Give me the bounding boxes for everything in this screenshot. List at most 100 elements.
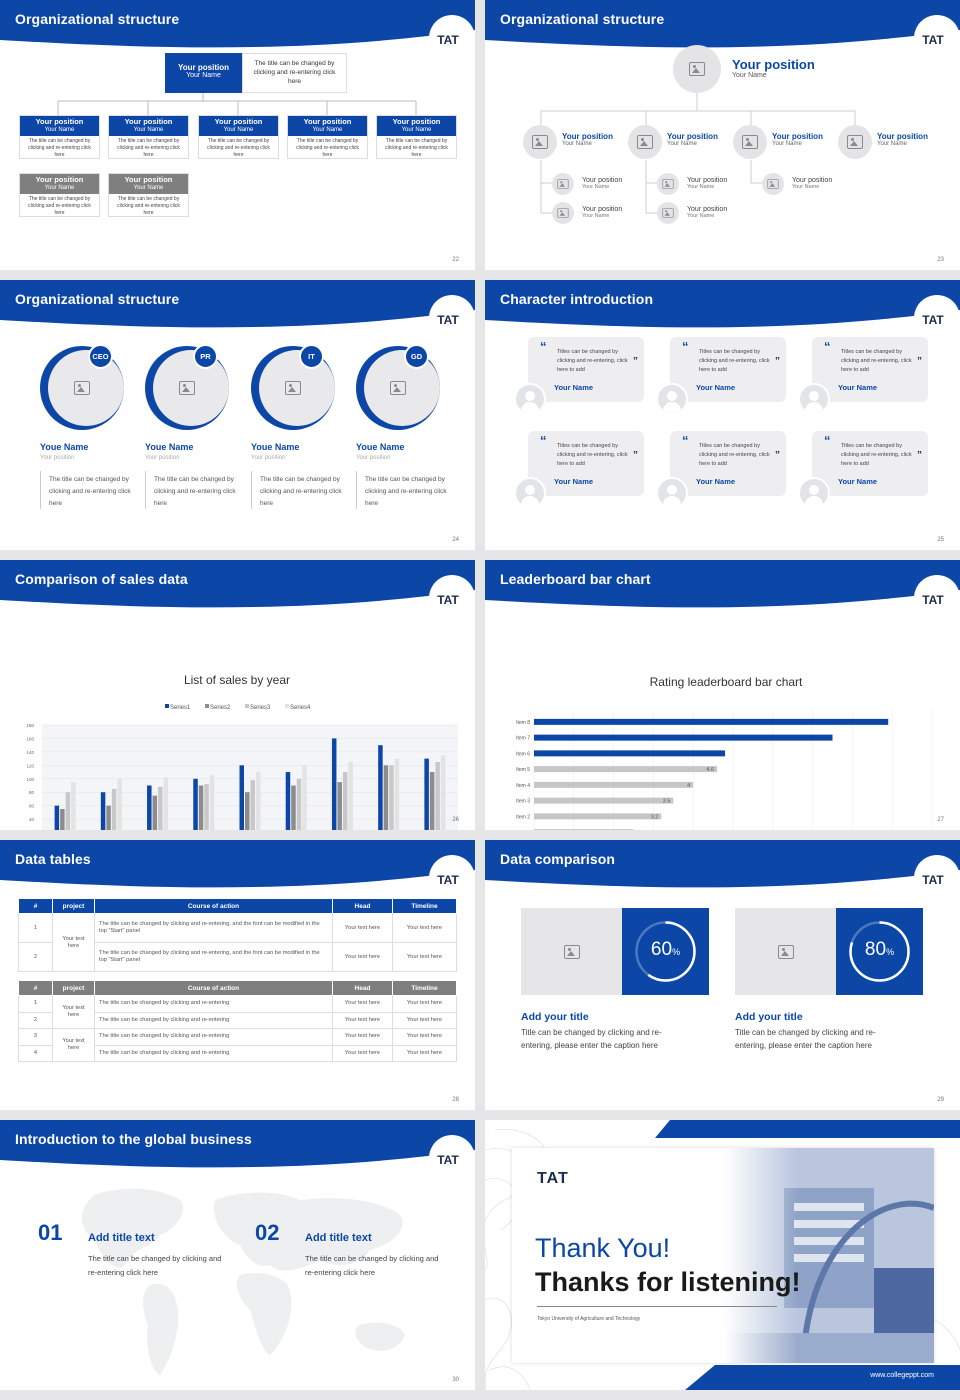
- progress-ring: [849, 921, 910, 982]
- slide-27[interactable]: Leaderboard bar chart TAT Rating leaderb…: [485, 560, 960, 830]
- slide-28[interactable]: Data tables TAT # project Course of action…: [0, 840, 475, 1110]
- bar: [389, 765, 394, 830]
- bar: [158, 786, 163, 830]
- org-member-box[interactable]: Your position Your Name The title can be c…: [198, 115, 279, 159]
- photo-placeholder[interactable]: [177, 378, 197, 398]
- image-placeholder[interactable]: [521, 908, 622, 995]
- quote-close-icon: ”: [917, 356, 922, 367]
- head-cell: Your text here: [332, 995, 393, 1013]
- top-avatar-placeholder[interactable]: [673, 45, 721, 93]
- quote-text: Titles can be changed by clicking and re…: [557, 349, 628, 373]
- avatar-placeholder[interactable]: [628, 125, 662, 159]
- quote-card[interactable]: “ Titles can be changed by clicking and r…: [812, 431, 928, 496]
- head-cell: Your text here: [332, 942, 393, 972]
- position-label: Your position: [562, 132, 613, 141]
- image-placeholder[interactable]: [735, 908, 836, 995]
- column-header: Course of action: [94, 898, 333, 914]
- person-description: The title can be changed by clicking and…: [260, 476, 342, 507]
- slide-30[interactable]: Introduction to the global business TAT …: [0, 1120, 475, 1390]
- person-description: The title can be changed by clicking and…: [365, 476, 447, 507]
- bar: [302, 765, 307, 830]
- table-row: 3 Your text here The title can be changed …: [18, 1028, 457, 1062]
- name-label: Your Name: [667, 141, 697, 147]
- person-position: Your position: [40, 455, 75, 461]
- org-member-box[interactable]: Your position Your Name The title can be c…: [19, 173, 100, 217]
- image-icon: [557, 208, 569, 218]
- org-member-box[interactable]: Your position Your Name The title can be c…: [108, 115, 189, 159]
- item-description: Title can be changed by clicking and re-…: [521, 1028, 662, 1050]
- user-icon-body: [805, 496, 823, 507]
- position-label: Your position: [392, 117, 441, 126]
- avatar-placeholder[interactable]: [733, 125, 767, 159]
- head-cell: Your text here: [332, 913, 393, 943]
- member-info: Your position Your Name: [687, 177, 727, 190]
- org-member-box[interactable]: Your position Your Name The title can be c…: [19, 115, 100, 159]
- slide-title: Data comparison: [500, 851, 616, 867]
- page-number: 23: [937, 257, 944, 263]
- name-label: Your Name: [133, 127, 164, 133]
- photo-placeholder[interactable]: [72, 378, 92, 398]
- org-member-desc: The title can be changed by clicking and…: [385, 138, 448, 158]
- project-cell: Your text here: [52, 995, 95, 1029]
- bar: [534, 829, 634, 830]
- slide-title: Organizational structure: [15, 11, 180, 27]
- org-top-box[interactable]: Your position Your Name: [165, 53, 242, 93]
- row-number: 2: [18, 1011, 53, 1029]
- avatar-placeholder[interactable]: [657, 173, 679, 195]
- photo-placeholder[interactable]: [388, 378, 408, 398]
- slide-title: Organizational structure: [15, 291, 180, 307]
- person-name: Youe Name: [145, 442, 194, 452]
- timeline-cell: Your text here: [392, 942, 457, 972]
- column-header: Timeline: [392, 898, 457, 914]
- org-member-box[interactable]: Your position Your Name The title can be c…: [287, 115, 368, 159]
- bar: [296, 778, 302, 830]
- quote-open-icon: “: [824, 433, 831, 448]
- percent-label: 60%: [622, 939, 709, 961]
- y-tick-label: Item 8: [516, 720, 530, 726]
- image-icon: [767, 179, 779, 189]
- member-info: Your position Your Name: [582, 177, 622, 190]
- avatar-placeholder[interactable]: [552, 202, 574, 224]
- legend-label: Series1: [170, 705, 191, 711]
- org-member-box[interactable]: Your position Your Name The title can be c…: [376, 115, 457, 159]
- item-number: 02: [255, 1220, 280, 1245]
- name-label: Your Name: [401, 127, 432, 133]
- quote-card[interactable]: “ Titles can be changed by clicking and r…: [528, 337, 644, 402]
- avatar-placeholder[interactable]: [657, 202, 679, 224]
- slide-25[interactable]: Character introduction TAT “ Titles can b…: [485, 280, 960, 550]
- position-label: Your position: [35, 117, 84, 126]
- action-cell: The title can be changed by clicking and…: [94, 1011, 333, 1029]
- quote-card[interactable]: “ Titles can be changed by clicking and r…: [812, 337, 928, 402]
- photo-placeholder[interactable]: [283, 378, 303, 398]
- campus-photo: [724, 1148, 934, 1363]
- quote-card[interactable]: “ Titles can be changed by clicking and r…: [670, 431, 786, 496]
- avatar-placeholder[interactable]: [762, 173, 784, 195]
- y-tick-label: Item 6: [516, 751, 530, 757]
- bar: [534, 766, 718, 773]
- org-member-desc: The title can be changed by clicking and…: [296, 138, 359, 158]
- slide-22[interactable]: Organizational structure TAT Your positi…: [0, 0, 475, 270]
- item-number: 01: [38, 1220, 63, 1245]
- sales-bar-chart: List of sales by year Series1 Series2 Serie…: [26, 673, 458, 830]
- website-url[interactable]: www.collegeppt.com: [870, 1372, 934, 1379]
- member-info: Your position Your Name: [877, 132, 928, 147]
- percent-label: 80%: [836, 939, 923, 961]
- slide-24[interactable]: Organizational structure TAT CEO Youe Nam…: [0, 280, 475, 550]
- avatar-placeholder[interactable]: [523, 125, 557, 159]
- data-label: 4: [687, 783, 690, 789]
- quote-card[interactable]: “ Titles can be changed by clicking and r…: [670, 337, 786, 402]
- name-label: Your Name: [687, 184, 715, 190]
- page-number: 25: [937, 537, 944, 543]
- slide-26[interactable]: Comparison of sales data TAT List of sal…: [0, 560, 475, 830]
- slide-29[interactable]: Data comparison TAT 60% Add your title Tit…: [485, 840, 960, 1110]
- head-cell: Your text here: [332, 1011, 393, 1029]
- org-member-box[interactable]: Your position Your Name The title can be c…: [108, 173, 189, 217]
- position-label: Your position: [732, 57, 815, 72]
- quote-card[interactable]: “ Titles can be changed by clicking and r…: [528, 431, 644, 496]
- slide-31[interactable]: TAT Thank You! Thanks for listening! Tok…: [485, 1120, 960, 1390]
- avatar-placeholder[interactable]: [552, 173, 574, 195]
- avatar-placeholder[interactable]: [838, 125, 872, 159]
- bar: [111, 788, 117, 830]
- slide-23[interactable]: Organizational structure TAT Your positi…: [485, 0, 960, 270]
- member-info: Your position Your Name: [792, 177, 832, 190]
